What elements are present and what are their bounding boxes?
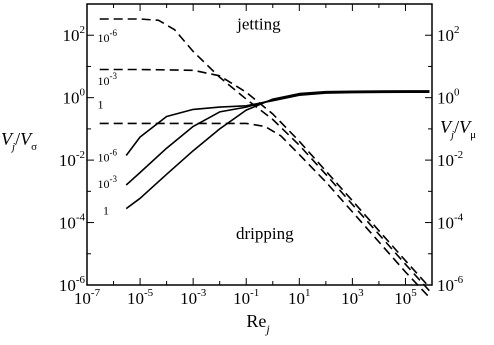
y-tick-label-right: 100	[437, 87, 460, 108]
x-tick-label: 101	[288, 287, 311, 308]
y-tick-label-right: 10-2	[437, 149, 463, 170]
curve-labels: 10-6 10-3 1 10-6 10-3 1	[98, 28, 118, 217]
dashed-curve	[99, 68, 430, 288]
curve-label: 10-6	[98, 28, 118, 45]
y-tick-label-right: 10-4	[437, 212, 464, 233]
region-annotation: dripping	[236, 224, 294, 243]
x-tick-label: 10-5	[127, 287, 154, 308]
curve-label: 1	[103, 204, 109, 218]
solid-curve	[125, 90, 430, 210]
tick-labels: 10-7 10-5 10-3 10-1 101 103 105 102 100 10-2 10-4 1…	[59, 24, 464, 308]
y-tick-label-left: 10-4	[59, 212, 86, 233]
y-tick-label-left: 100	[63, 87, 86, 108]
y-tick-label-right: 10-6	[437, 274, 464, 295]
curve-label: 1	[98, 97, 104, 111]
curve-label: 10-6	[98, 148, 118, 165]
curve-label: 10-3	[98, 174, 118, 191]
y-tick-label-right: 102	[437, 24, 460, 45]
x-tick-label: 10-7	[74, 287, 101, 308]
x-tick-label: 10-3	[180, 287, 207, 308]
series-layer	[99, 18, 430, 298]
y-tick-label-left: 10-6	[59, 274, 86, 295]
y-tick-label-left: 10-2	[59, 149, 85, 170]
dashed-curve	[99, 122, 430, 298]
x-tick-label: 105	[394, 287, 417, 308]
x-tick-label: 103	[341, 287, 364, 308]
region-annotation: jetting	[236, 15, 281, 34]
solid-curve	[125, 90, 430, 186]
x-tick-label: 10-1	[233, 287, 259, 308]
x-axis-label: Rej	[246, 311, 270, 336]
y-axis-label-right: Vj/Vμ	[440, 117, 476, 141]
dashed-curve	[99, 18, 430, 292]
annotations: jetting dripping	[236, 15, 294, 243]
y-tick-label-left: 102	[63, 24, 86, 45]
plot-frame	[86, 3, 433, 286]
y-axis-label-left: Vj/Vσ	[1, 129, 37, 153]
plot-area	[86, 3, 433, 298]
curve-label: 10-3	[98, 71, 118, 88]
